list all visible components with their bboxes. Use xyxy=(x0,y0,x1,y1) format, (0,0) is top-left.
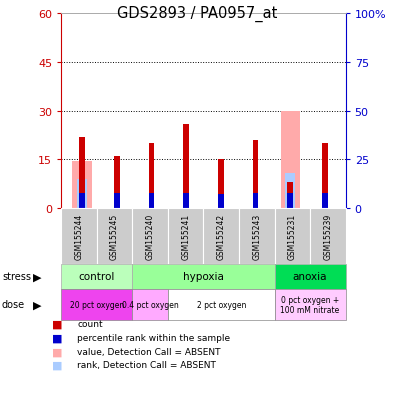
Text: ▶: ▶ xyxy=(32,272,41,282)
Text: value, Detection Call = ABSENT: value, Detection Call = ABSENT xyxy=(77,347,220,356)
Text: GSM155239: GSM155239 xyxy=(324,214,332,259)
Bar xyxy=(322,193,328,209)
Text: 2 pct oxygen: 2 pct oxygen xyxy=(197,300,246,309)
Text: ■: ■ xyxy=(52,333,62,343)
Bar xyxy=(183,124,189,209)
Text: GSM155231: GSM155231 xyxy=(288,214,297,259)
Text: ■: ■ xyxy=(52,360,62,370)
Text: GSM155241: GSM155241 xyxy=(181,214,190,259)
Bar xyxy=(149,144,154,209)
Text: 0 pct oxygen +
100 mM nitrate: 0 pct oxygen + 100 mM nitrate xyxy=(280,295,340,314)
Text: percentile rank within the sample: percentile rank within the sample xyxy=(77,333,230,342)
Text: GSM155244: GSM155244 xyxy=(75,214,83,259)
Bar xyxy=(183,193,189,209)
Text: GSM155242: GSM155242 xyxy=(217,214,226,259)
Text: GDS2893 / PA0957_at: GDS2893 / PA0957_at xyxy=(117,5,278,21)
Text: count: count xyxy=(77,320,103,329)
Text: rank, Detection Call = ABSENT: rank, Detection Call = ABSENT xyxy=(77,361,216,370)
Bar xyxy=(79,193,85,209)
Bar xyxy=(252,193,258,209)
Bar xyxy=(114,193,120,209)
Bar xyxy=(218,195,224,209)
Bar xyxy=(218,160,224,209)
Bar xyxy=(79,138,85,209)
Text: hypoxia: hypoxia xyxy=(183,272,224,282)
Text: control: control xyxy=(79,272,115,282)
Text: anoxia: anoxia xyxy=(293,272,327,282)
Bar xyxy=(73,162,92,209)
Text: 0.4 pct oxygen: 0.4 pct oxygen xyxy=(122,300,179,309)
Bar xyxy=(280,112,300,209)
Bar xyxy=(322,144,328,209)
Bar xyxy=(252,140,258,209)
Bar xyxy=(285,173,295,209)
Text: ■: ■ xyxy=(52,347,62,356)
Text: ■: ■ xyxy=(52,319,62,329)
Text: ▶: ▶ xyxy=(32,299,41,310)
Text: 20 pct oxygen: 20 pct oxygen xyxy=(70,300,124,309)
Text: GSM155245: GSM155245 xyxy=(110,214,119,259)
Text: dose: dose xyxy=(2,299,25,310)
Bar xyxy=(149,193,154,209)
Bar xyxy=(287,193,293,209)
Bar xyxy=(287,183,293,209)
Bar xyxy=(77,179,87,209)
Text: GSM155240: GSM155240 xyxy=(146,214,154,259)
Bar xyxy=(114,157,120,209)
Text: stress: stress xyxy=(2,272,31,282)
Text: GSM155243: GSM155243 xyxy=(252,214,261,259)
